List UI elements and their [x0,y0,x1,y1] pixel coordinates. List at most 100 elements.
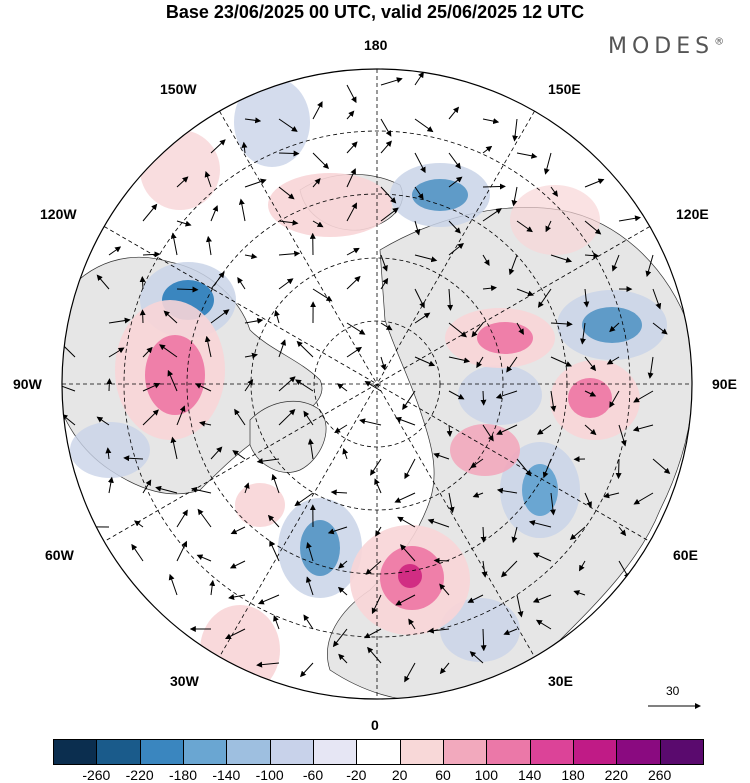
wind-arrow [300,662,314,678]
wind-arrow [448,242,464,256]
wind-arrow [404,458,416,480]
wind-arrow [306,541,314,562]
wind-arrow [363,628,382,639]
wind-arrow [550,390,557,412]
wind-arrow [367,646,382,664]
neg-anomaly-7 [458,365,542,425]
colorbar-tick-label: 140 [517,767,542,783]
colorbar-tick-label: -100 [255,767,284,783]
wind-arrow [408,618,416,630]
graticule [62,69,692,699]
colorbar-tick-label: 180 [561,767,585,783]
colorbar-segment [486,739,531,765]
wind-arrow [234,408,246,426]
wind-arrow [334,424,348,434]
wind-arrow [342,447,349,460]
wind-arrow [346,346,363,358]
wind-arrow [312,152,330,170]
wind-arrow [427,627,450,634]
wind-arrow [142,382,161,392]
wind-arrow [278,150,300,157]
wind-arrow [439,662,450,675]
wind-arrow [545,220,552,233]
colorbar-segment [269,739,314,765]
wind-arrow [294,492,314,507]
wind-arrow [584,178,605,188]
wind-arrow [448,322,467,338]
wind-arrow [243,482,250,494]
wind-arrow [414,312,431,324]
wind-arrow [414,118,434,133]
wind-arrow [359,418,382,426]
colorbar-tick-label: 220 [604,767,629,783]
wind-arrow [480,526,487,543]
wind-arrow [550,320,573,327]
wind-arrow [346,322,366,335]
wind-arrow [448,152,461,170]
wind-arrow [471,322,484,338]
wind-arrow [472,492,484,498]
wind-arrow [482,145,493,154]
wind-arrow [446,424,453,437]
colorbar-segment [573,739,618,765]
wind-arrow [176,509,188,528]
wind-arrow [307,438,314,460]
pos-anomaly-4-core [568,378,612,418]
wind-arrow [549,492,556,516]
wind-arrow [303,614,314,630]
wind-arrow [244,178,267,188]
wind-arrow [267,514,280,528]
wind-arrow [380,322,393,331]
wind-arrow [503,628,518,636]
wind-arrow [133,520,144,528]
wind-arrow [62,340,76,358]
wind-arrow [603,492,620,499]
wind-arrow [106,378,113,392]
wind-arrow [508,254,518,276]
wind-arrow [346,141,358,154]
wind-arrow [278,250,301,257]
wind-arrow [303,410,314,426]
wind-vectors [62,71,671,683]
wind-arrow [241,141,248,154]
wind-arrow [476,356,484,369]
wind-arrow [346,202,357,222]
lon-label-90w: 90W [13,376,42,392]
wind-arrow [374,478,382,494]
wind-arrow [96,416,110,426]
wind-arrow [210,309,230,324]
wind-arrow [170,232,178,256]
pos-anomaly-7 [200,605,280,695]
wind-arrow [142,251,161,258]
wind-arrow [633,492,654,505]
wind-arrow [123,455,144,462]
wind-arrow [142,346,153,358]
wind-arrow [516,458,532,477]
wind-arrow [256,458,280,465]
wind-arrow [615,458,622,480]
wind-arrow [609,390,620,408]
wind-arrow [256,661,280,668]
wind-arrow [414,356,436,367]
wind-arrow [633,390,654,403]
wind-arrow [244,253,258,260]
colorbar-segment [659,739,704,765]
wind-arrow [579,322,586,345]
wind-arrow [584,390,597,397]
wind-arrow [197,508,212,528]
wind-arrow [414,186,424,200]
wind-arrow [107,476,114,494]
wind-arrow [439,583,450,596]
wind-arrow [196,554,212,562]
wind-arrow [142,479,152,494]
wind-arrow [327,526,348,535]
wind-arrow [105,447,112,460]
wind-arrow [204,171,212,188]
colorbar-segment [183,739,228,765]
wind-arrow [516,288,534,297]
colorbar-segment [529,739,574,765]
wind-arrow [131,543,144,562]
wind-arrow [296,340,314,358]
colorbar-segment [399,739,444,765]
colorbar-tick-label: -180 [168,767,198,783]
